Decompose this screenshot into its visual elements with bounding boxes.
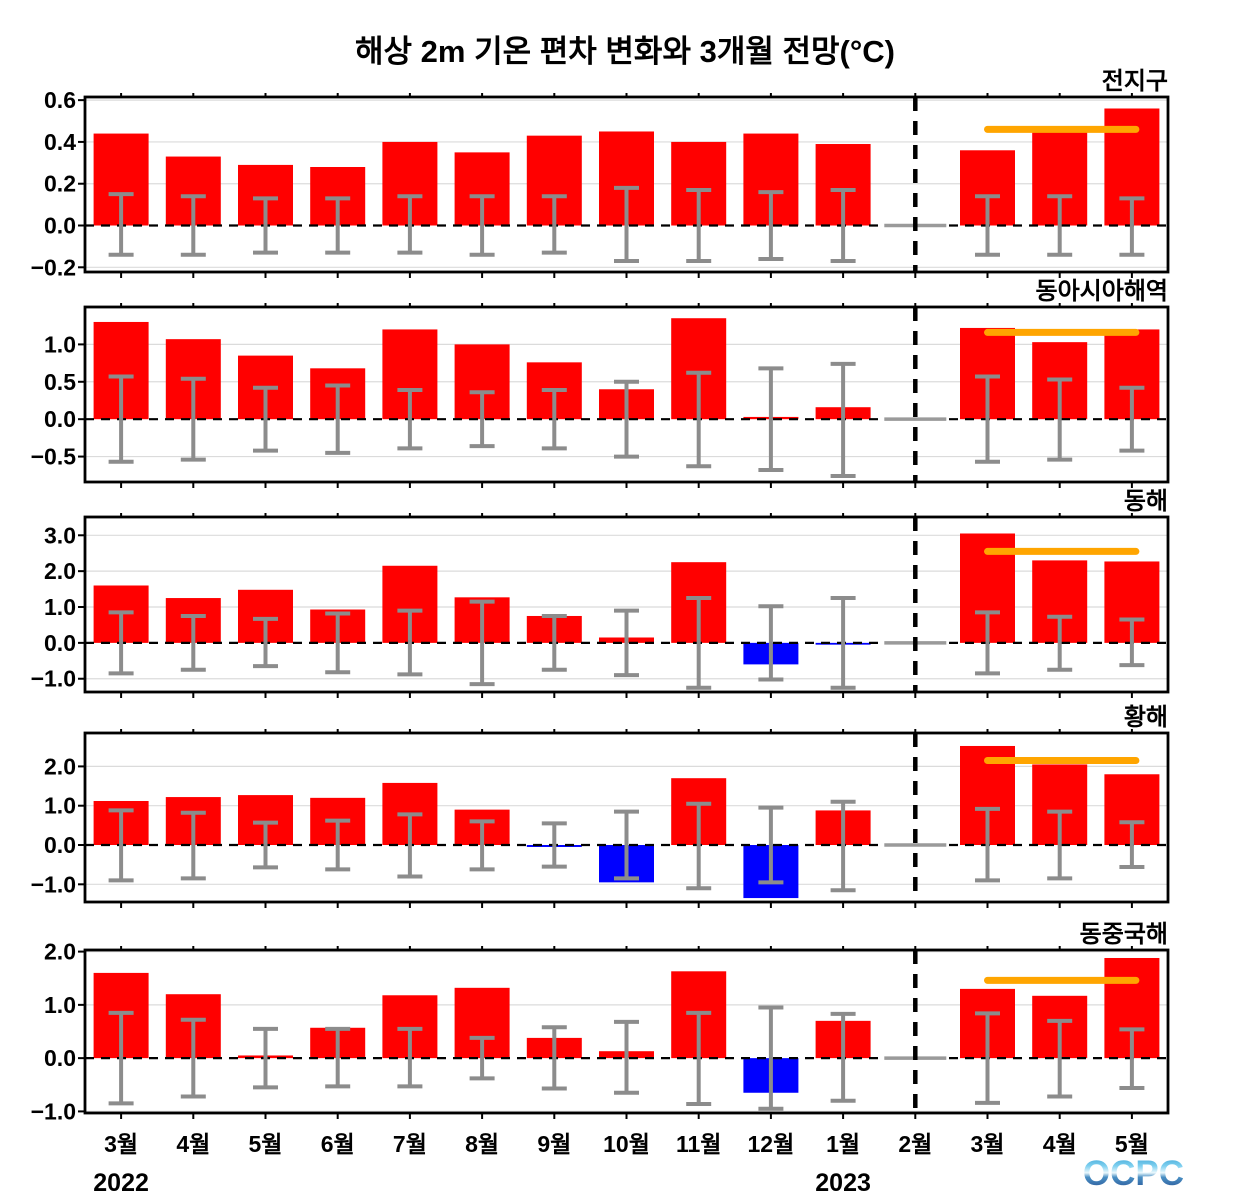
x-tick-label: 12월 (748, 1131, 795, 1157)
x-tick-label: 3월 (104, 1131, 138, 1157)
x-tick-label: 4월 (1043, 1131, 1077, 1157)
x-tick-label: 5월 (1115, 1131, 1149, 1157)
x-tick-label: 4월 (176, 1131, 210, 1157)
year-label: 2022 (93, 1169, 149, 1197)
x-tick-label: 10월 (603, 1131, 650, 1157)
panel-title: 동해 (1124, 488, 1168, 515)
panel-title: 전지구 (1102, 68, 1168, 95)
y-tick-label: 0.5 (44, 369, 76, 395)
y-tick-label: 2.0 (44, 558, 76, 584)
x-tick-label: 11월 (676, 1131, 721, 1157)
panel-title: 황해 (1124, 704, 1168, 731)
y-tick-label: −1.0 (31, 1098, 76, 1124)
y-tick-label: −0.2 (31, 254, 76, 280)
x-tick-label: 6월 (321, 1131, 355, 1157)
ocpc-logo: OCPC (1082, 1154, 1184, 1193)
year-label: 2023 (815, 1169, 871, 1197)
y-tick-label: 0.0 (44, 630, 76, 656)
y-tick-label: 0.0 (44, 406, 76, 432)
y-tick-label: −1.0 (31, 666, 76, 692)
panel-title: 동중국해 (1080, 921, 1168, 948)
y-tick-label: 0.6 (44, 87, 76, 113)
y-tick-label: 1.0 (44, 594, 76, 620)
y-tick-label: 0.2 (44, 171, 76, 197)
x-tick-label: 2월 (898, 1131, 932, 1157)
y-tick-label: −0.5 (31, 444, 77, 470)
x-tick-label: 1월 (826, 1131, 860, 1157)
x-tick-label: 3월 (971, 1131, 1005, 1157)
y-tick-label: 1.0 (44, 793, 76, 819)
y-tick-label: 1.0 (44, 331, 76, 357)
y-tick-label: −1.0 (31, 871, 76, 897)
y-tick-label: 0.0 (44, 213, 76, 239)
chart-title: 해상 2m 기온 편차 변화와 3개월 전망(°C) (355, 34, 895, 69)
y-tick-label: 2.0 (44, 939, 76, 965)
y-tick-label: 1.0 (44, 992, 76, 1018)
x-tick-label: 8월 (465, 1131, 499, 1157)
y-tick-label: 2.0 (44, 753, 76, 779)
y-tick-label: 0.4 (44, 129, 76, 155)
x-tick-label: 7월 (393, 1131, 427, 1157)
y-tick-label: 3.0 (44, 522, 76, 548)
x-tick-label: 5월 (249, 1131, 283, 1157)
x-tick-label: 9월 (537, 1131, 571, 1157)
panel-title: 동아시아해역 (1036, 278, 1168, 305)
y-tick-label: 0.0 (44, 1045, 76, 1071)
y-tick-label: 0.0 (44, 832, 76, 858)
